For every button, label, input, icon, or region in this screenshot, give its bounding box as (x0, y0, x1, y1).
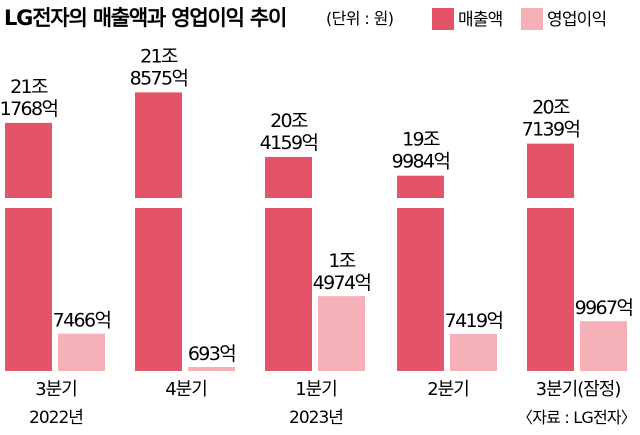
bar-profit (580, 321, 627, 371)
bar-layer (5, 92, 627, 371)
bar-revenue-bottom (265, 208, 312, 371)
revenue-value-label: 20조 (270, 110, 308, 132)
category-label: 2분기 (427, 379, 469, 400)
revenue-value-label: 8575억 (130, 67, 188, 89)
revenue-value-label: 19조 (402, 129, 440, 151)
unit-label: (단위 : 원) (326, 9, 393, 28)
bar-revenue-top (265, 156, 312, 198)
bar-revenue-bottom (135, 208, 182, 371)
label-layer: 21조1768억7466억3분기21조8575억693억4분기20조4159억1… (0, 45, 634, 428)
profit-value-label: 4974억 (313, 272, 371, 294)
bar-revenue-top (397, 175, 444, 198)
revenue-value-label: 1768억 (0, 98, 58, 120)
category-label: 3분기(잠정) (536, 379, 621, 400)
revenue-value-label: 7139억 (522, 119, 580, 141)
bar-revenue-bottom (397, 208, 444, 371)
revenue-value-label: 21조 (10, 76, 48, 98)
category-label: 1분기 (295, 379, 337, 400)
year-label: 2022년 (29, 408, 83, 428)
legend-swatch-revenue (432, 8, 454, 30)
bar-revenue-top (135, 92, 182, 198)
category-label: 3분기 (35, 379, 77, 400)
source-note: 〈자료 : LG전자〉 (517, 408, 636, 427)
legend-label-profit: 영업이익 (547, 10, 606, 30)
profit-value-label: 7466억 (53, 310, 111, 332)
category-label: 4분기 (165, 379, 207, 400)
revenue-value-label: 9984억 (392, 151, 450, 173)
profit-value-label: 9967억 (575, 297, 633, 319)
bar-profit (58, 333, 105, 371)
bar-revenue-top (5, 122, 52, 198)
bar-profit (188, 367, 235, 371)
bar-revenue-bottom (5, 208, 52, 371)
revenue-value-label: 21조 (140, 45, 178, 67)
chart-title: LG전자의 매출액과 영업이익 추이 (4, 6, 286, 30)
bar-revenue-bottom (527, 208, 574, 371)
profit-value-label: 7419억 (445, 310, 503, 332)
profit-value-label: 1조 (328, 250, 355, 272)
bar-profit (450, 333, 497, 371)
profit-value-label: 693억 (188, 343, 235, 365)
bar-revenue-top (527, 143, 574, 198)
legend-label-revenue: 매출액 (458, 10, 503, 30)
revenue-value-label: 20조 (532, 97, 570, 119)
bar-profit (318, 296, 365, 371)
year-label: 2023년 (289, 408, 343, 428)
revenue-value-label: 4159억 (260, 132, 318, 154)
legend-swatch-profit (521, 8, 543, 30)
